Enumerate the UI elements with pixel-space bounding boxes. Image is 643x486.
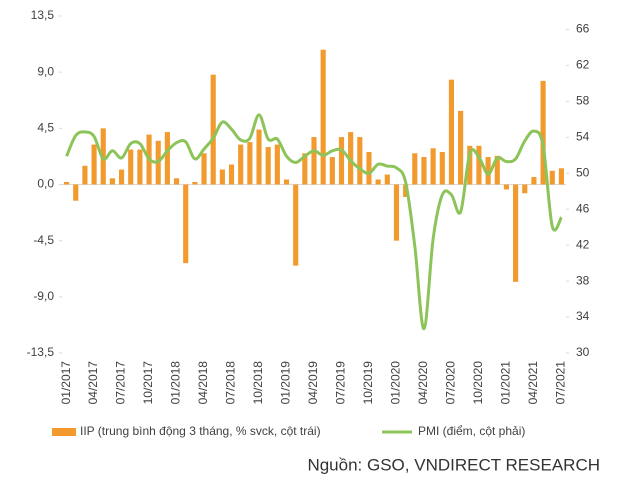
- line: [65, 113, 563, 331]
- bar: [430, 148, 436, 185]
- bar: [412, 153, 418, 185]
- x-tick-label: 01/2017: [59, 361, 73, 405]
- bar: [128, 149, 134, 185]
- bar: [192, 182, 198, 185]
- bar: [448, 79, 455, 185]
- y-tick-label: -4,5: [33, 233, 54, 247]
- bar: [201, 153, 207, 185]
- bar: [137, 149, 143, 185]
- bar: [467, 145, 473, 185]
- y2-tick-label: 54: [576, 129, 590, 143]
- bar: [503, 184, 510, 190]
- y-tick-label: -13,5: [27, 345, 55, 359]
- x-tick-label: 07/2019: [334, 361, 348, 405]
- bar: [421, 157, 427, 185]
- bar: [293, 184, 299, 266]
- bar: [485, 157, 491, 185]
- bar: [393, 184, 400, 241]
- bar: [274, 144, 280, 185]
- y2-tick-label: 50: [576, 165, 590, 179]
- y-tick-label: 9,0: [37, 64, 54, 78]
- bar: [513, 184, 519, 282]
- bar: [283, 179, 290, 185]
- bar: [522, 184, 528, 194]
- legend-label: IIP (trung bình động 3 tháng, % svck, cộ…: [80, 424, 321, 438]
- y2-tick-label: 66: [576, 22, 590, 36]
- y2-tick-label: 38: [576, 273, 590, 287]
- x-tick-label: 10/2017: [141, 361, 155, 405]
- bar: [109, 178, 115, 185]
- y2-tick-label: 58: [576, 94, 590, 108]
- bar: [329, 157, 335, 185]
- bar: [366, 152, 372, 185]
- y2-tick-label: 46: [576, 201, 590, 215]
- x-tick-label: 01/2020: [389, 361, 403, 405]
- bar: [238, 144, 244, 185]
- bar: [476, 145, 482, 185]
- bar: [73, 184, 79, 201]
- bar: [439, 152, 445, 185]
- x-tick-label: 04/2018: [196, 361, 210, 405]
- bar: [256, 129, 262, 185]
- bar: [338, 137, 345, 185]
- bar: [540, 80, 546, 185]
- bar: [247, 142, 253, 185]
- bar: [384, 174, 390, 185]
- bar: [64, 182, 70, 185]
- y-tick-label: 0,0: [37, 177, 54, 191]
- y-tick-label: 4,5: [37, 121, 54, 135]
- x-tick-label: 04/2020: [416, 361, 430, 405]
- x-tick-label: 01/2018: [169, 361, 183, 405]
- bar: [357, 137, 363, 185]
- bar: [320, 49, 326, 185]
- y2-tick-label: 30: [576, 345, 590, 359]
- bar: [118, 169, 125, 185]
- bar: [82, 165, 88, 185]
- bar: [219, 169, 225, 185]
- bar: [228, 164, 235, 185]
- x-tick-label: 04/2017: [86, 361, 100, 405]
- x-tick-label: 07/2020: [444, 361, 458, 405]
- legend-swatch: [52, 428, 76, 436]
- bar: [458, 110, 464, 185]
- y2-tick-label: 62: [576, 58, 590, 72]
- y2-tick-label: 34: [576, 309, 590, 323]
- bar: [173, 178, 180, 185]
- legend-label: PMI (điểm, cột phải): [418, 424, 525, 438]
- x-tick-label: 04/2019: [306, 361, 320, 405]
- bar: [91, 144, 97, 185]
- x-tick-label: 04/2021: [526, 361, 540, 405]
- bar: [183, 184, 189, 264]
- x-tick-label: 10/2019: [361, 361, 375, 405]
- x-tick-label: 10/2018: [251, 361, 265, 405]
- bar: [210, 74, 216, 185]
- bar: [403, 184, 409, 197]
- x-tick-label: 01/2019: [279, 361, 293, 405]
- bar: [494, 155, 500, 185]
- y-tick-label: 13,5: [31, 8, 55, 22]
- bar: [302, 153, 308, 185]
- bar: [348, 132, 354, 185]
- x-tick-label: 07/2017: [114, 361, 128, 405]
- bar: [164, 132, 170, 185]
- bar: [375, 179, 381, 185]
- bar: [531, 177, 537, 185]
- bar: [549, 170, 555, 185]
- bar: [265, 147, 271, 185]
- x-tick-label: 07/2018: [224, 361, 238, 405]
- bar: [311, 137, 317, 185]
- x-tick-label: 01/2021: [499, 361, 513, 405]
- x-tick-label: 10/2020: [471, 361, 485, 405]
- y2-tick-label: 42: [576, 237, 590, 251]
- x-tick-label: 07/2021: [554, 361, 568, 405]
- bar: [558, 168, 564, 185]
- y-tick-label: -9,0: [33, 289, 54, 303]
- source: Nguồn: GSO, VNDIRECT RESEARCH: [307, 455, 600, 474]
